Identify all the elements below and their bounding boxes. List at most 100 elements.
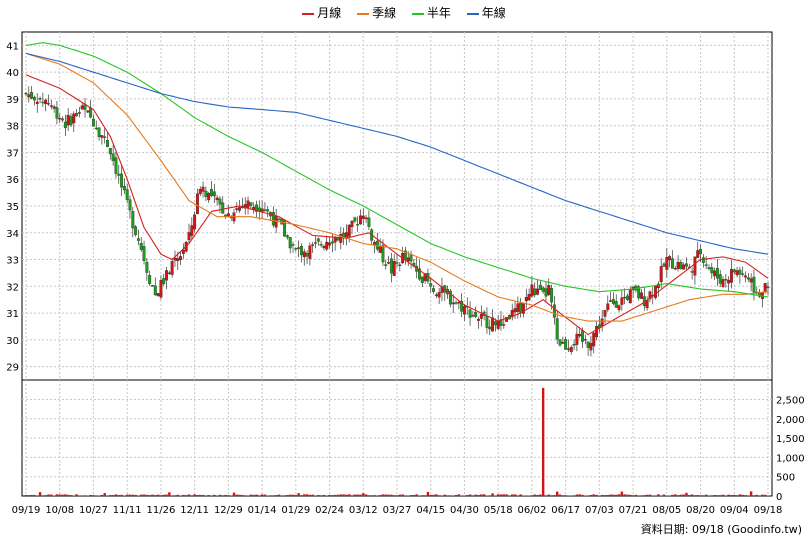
volume-bar — [713, 495, 716, 496]
volume-bar — [480, 494, 483, 496]
candle-body — [685, 263, 688, 267]
candle-body — [499, 319, 503, 326]
volume-bar — [55, 494, 59, 496]
volume-bar — [249, 494, 253, 496]
volume-bar — [305, 494, 309, 496]
candle-body — [561, 341, 565, 344]
volume-bar — [381, 494, 385, 496]
candle-body — [176, 258, 180, 262]
candle-body — [437, 292, 441, 298]
candle-body — [151, 285, 154, 287]
volume-bar — [266, 495, 269, 496]
candle-body — [448, 290, 452, 305]
volume-bar — [277, 494, 281, 496]
chart-legend: 月線 季線 半年 年線 — [0, 4, 808, 21]
volume-bar — [556, 491, 559, 496]
volume-bar — [511, 494, 514, 496]
candle-body — [471, 315, 475, 317]
volume-bar — [533, 494, 536, 496]
volume-tick-label: 1,500 — [776, 434, 805, 445]
candle-body — [690, 271, 694, 273]
volume-bar — [502, 494, 506, 496]
candle-body — [114, 157, 118, 174]
volume-bar — [600, 494, 604, 496]
candle-body — [47, 103, 50, 105]
volume-bar — [370, 495, 373, 496]
volume-bar — [421, 495, 424, 496]
candle-body — [294, 248, 298, 250]
candle-body — [451, 302, 455, 305]
candle-body — [356, 224, 360, 226]
volume-bar — [387, 494, 390, 496]
date-tick-label: 08/05 — [652, 505, 681, 516]
candle-body — [721, 279, 725, 287]
legend-item-halfyear: 半年 — [411, 4, 451, 21]
candle-body — [505, 317, 509, 322]
volume-bar — [170, 495, 174, 496]
candle-body — [367, 217, 371, 227]
volume-bar — [97, 495, 101, 496]
volume-bar — [339, 494, 342, 496]
candle-body — [266, 209, 270, 212]
volume-bar — [558, 494, 562, 496]
volume-bar — [142, 494, 146, 496]
volume-bar — [586, 495, 590, 496]
candle-body — [727, 279, 731, 284]
candle-body — [263, 209, 267, 211]
volume-bar — [134, 494, 137, 496]
candle-body — [614, 301, 618, 308]
candle-body — [589, 342, 593, 351]
moving-average-line — [25, 52, 769, 255]
volume-bar — [207, 495, 210, 496]
candle-body — [384, 264, 388, 266]
date-tick-label: 09/04 — [720, 505, 749, 516]
candle-body — [179, 256, 183, 260]
candle-body — [159, 280, 163, 298]
candle-body — [255, 204, 258, 212]
candle-body — [538, 284, 542, 290]
candle-body — [288, 237, 292, 249]
volume-bar — [738, 494, 742, 496]
volume-bar — [64, 494, 67, 496]
volume-bar — [241, 494, 244, 496]
candle-body — [145, 261, 149, 273]
moving-average-line — [25, 52, 769, 322]
date-tick-label: 07/21 — [619, 505, 648, 516]
volume-bar — [66, 494, 70, 496]
candle-body — [319, 244, 323, 246]
volume-bar — [294, 494, 298, 496]
candle-body — [190, 225, 194, 236]
volume-bar — [378, 495, 382, 496]
candle-body — [117, 173, 121, 176]
volume-bar — [58, 494, 61, 496]
candle-body — [218, 198, 222, 205]
candle-body — [238, 207, 242, 211]
volume-bar — [224, 494, 227, 496]
date-tick-label: 07/03 — [585, 505, 614, 516]
volume-bar — [727, 494, 730, 496]
legend-item-yearly: 年線 — [466, 4, 506, 21]
date-tick-label: 10/27 — [79, 505, 108, 516]
volume-bar — [120, 494, 123, 496]
candle-body — [738, 269, 742, 275]
candle-body — [732, 269, 736, 273]
volume-bar — [744, 495, 747, 496]
volume-bar — [592, 494, 595, 496]
candle-body — [665, 257, 669, 270]
volume-bar — [704, 494, 708, 496]
volume-bar — [620, 491, 624, 496]
candle-body — [153, 285, 157, 296]
candle-body — [513, 308, 517, 313]
candle-body — [609, 300, 613, 302]
candle-body — [493, 321, 497, 326]
volume-bar — [657, 494, 660, 496]
volume-bar — [103, 493, 106, 496]
candle-body — [77, 112, 81, 114]
volume-bar — [719, 495, 722, 496]
volume-bar — [308, 494, 312, 496]
volume-bar — [109, 495, 112, 496]
volume-bar — [199, 494, 202, 496]
candle-body — [316, 238, 320, 242]
candle-body — [581, 330, 584, 342]
candle-body — [271, 212, 275, 226]
